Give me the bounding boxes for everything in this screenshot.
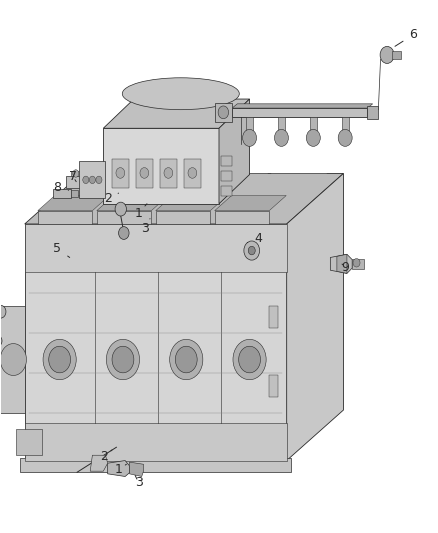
Bar: [367, 106, 378, 119]
Polygon shape: [25, 423, 287, 461]
Bar: [184, 159, 201, 188]
Circle shape: [233, 340, 266, 379]
Text: 2: 2: [104, 192, 119, 205]
Polygon shape: [20, 458, 291, 472]
Bar: [269, 306, 278, 328]
Bar: [221, 171, 232, 181]
Polygon shape: [330, 254, 352, 273]
Bar: [352, 259, 364, 269]
Circle shape: [119, 227, 129, 239]
Polygon shape: [25, 224, 287, 461]
Polygon shape: [90, 455, 108, 471]
Bar: [310, 117, 317, 134]
Polygon shape: [25, 224, 287, 272]
Bar: [66, 176, 86, 188]
Bar: [79, 161, 106, 198]
Circle shape: [243, 130, 257, 147]
Polygon shape: [71, 171, 81, 176]
Bar: [53, 189, 71, 198]
Text: 9: 9: [342, 261, 350, 274]
Polygon shape: [219, 99, 250, 204]
Bar: [232, 108, 367, 117]
Circle shape: [43, 340, 76, 379]
Text: 6: 6: [395, 28, 417, 46]
Circle shape: [353, 259, 360, 267]
Text: 3: 3: [141, 219, 150, 235]
Polygon shape: [215, 196, 286, 211]
Circle shape: [338, 130, 352, 147]
Circle shape: [49, 346, 71, 373]
Bar: [155, 211, 210, 224]
Bar: [215, 211, 269, 224]
Polygon shape: [155, 196, 227, 211]
Polygon shape: [103, 128, 219, 204]
Circle shape: [170, 340, 203, 379]
Text: 5: 5: [53, 243, 70, 257]
Circle shape: [96, 176, 102, 183]
Circle shape: [244, 241, 260, 260]
Text: 1: 1: [134, 204, 147, 220]
Circle shape: [0, 344, 26, 375]
Text: 3: 3: [135, 475, 143, 489]
Polygon shape: [337, 254, 347, 273]
Polygon shape: [108, 461, 130, 477]
Circle shape: [112, 346, 134, 373]
Circle shape: [306, 130, 320, 147]
Bar: [221, 157, 232, 166]
Text: 8: 8: [53, 181, 68, 195]
Polygon shape: [97, 196, 168, 211]
Bar: [278, 117, 285, 134]
Circle shape: [248, 246, 255, 255]
Circle shape: [0, 336, 2, 346]
Circle shape: [116, 167, 125, 178]
Circle shape: [164, 167, 173, 178]
Circle shape: [218, 106, 229, 119]
Circle shape: [275, 130, 288, 147]
Bar: [86, 177, 95, 186]
Polygon shape: [232, 104, 373, 108]
Circle shape: [239, 346, 261, 373]
Text: 7: 7: [69, 169, 77, 183]
Polygon shape: [25, 173, 343, 224]
Circle shape: [175, 346, 197, 373]
Bar: [342, 117, 349, 134]
Bar: [392, 51, 401, 59]
Bar: [97, 211, 151, 224]
Text: 2: 2: [100, 450, 112, 463]
Polygon shape: [103, 99, 250, 128]
Circle shape: [115, 202, 127, 216]
Bar: [246, 117, 253, 134]
Bar: [269, 375, 278, 397]
Bar: [38, 211, 92, 224]
Polygon shape: [130, 462, 144, 477]
Circle shape: [83, 176, 89, 183]
Circle shape: [140, 167, 149, 178]
Circle shape: [188, 167, 197, 178]
Ellipse shape: [122, 78, 239, 110]
Circle shape: [73, 169, 79, 177]
Circle shape: [380, 46, 394, 63]
Polygon shape: [38, 196, 110, 211]
Polygon shape: [16, 429, 42, 455]
Circle shape: [106, 340, 140, 379]
Circle shape: [89, 176, 95, 183]
Bar: [112, 159, 129, 188]
Bar: [221, 186, 232, 196]
Bar: [71, 190, 78, 197]
Polygon shape: [287, 173, 343, 461]
Text: 4: 4: [247, 232, 262, 245]
Text: 1: 1: [115, 463, 127, 476]
Bar: [160, 159, 177, 188]
Circle shape: [0, 305, 6, 318]
Bar: [136, 159, 152, 188]
Polygon shape: [0, 306, 25, 413]
Bar: [215, 103, 232, 122]
